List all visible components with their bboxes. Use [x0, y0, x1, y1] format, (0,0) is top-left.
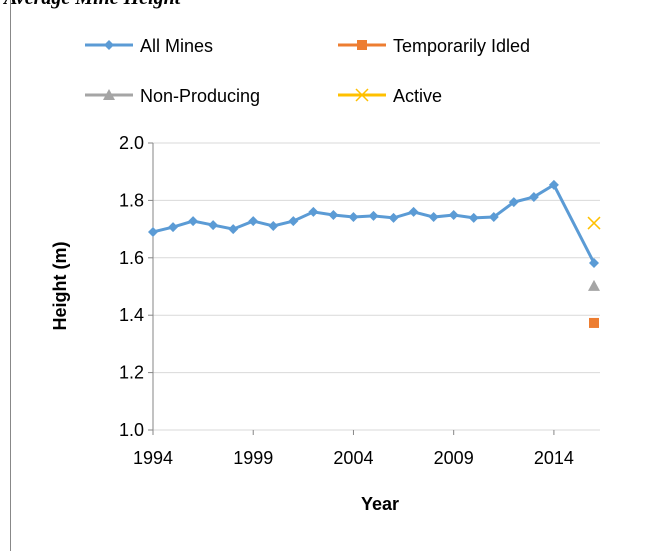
data-point	[448, 210, 459, 221]
data-point	[328, 210, 339, 221]
data-point	[388, 212, 399, 223]
data-point	[268, 220, 279, 231]
data-point	[368, 210, 379, 221]
y-tick-label: 1.8	[119, 190, 144, 210]
data-point	[488, 212, 499, 223]
series-line	[152, 182, 596, 264]
data-point	[188, 216, 199, 227]
legend-label: Temporarily Idled	[393, 36, 530, 56]
data-point	[308, 206, 319, 217]
y-tick-label: 2.0	[119, 133, 144, 153]
x-tick-label: 2014	[534, 448, 574, 468]
x-tick-label: 1994	[133, 448, 173, 468]
data-point	[228, 224, 239, 235]
data-point	[148, 226, 158, 237]
y-tick-label: 1.6	[119, 248, 144, 268]
data-point	[528, 191, 539, 202]
legend-label: Non-Producing	[140, 86, 260, 106]
x-tick-label: 2004	[333, 448, 373, 468]
data-point	[208, 220, 219, 231]
data-point	[589, 257, 599, 268]
data-point	[288, 216, 299, 227]
x-axis-label: Year	[361, 494, 399, 514]
data-point	[468, 212, 479, 223]
data-point	[408, 206, 419, 217]
legend-label: Active	[393, 86, 442, 106]
legend-marker	[103, 89, 115, 100]
y-tick-label: 1.4	[119, 305, 144, 325]
y-tick-label: 1.0	[119, 420, 144, 440]
legend-marker	[355, 88, 369, 102]
data-point	[587, 216, 601, 230]
y-axis-label: Height (m)	[50, 242, 70, 331]
legend-marker	[357, 40, 367, 50]
data-point	[589, 317, 599, 328]
data-point	[248, 216, 259, 227]
data-point	[508, 197, 519, 208]
legend-marker	[104, 40, 114, 50]
chart-title: Average Mine Height	[2, 0, 182, 9]
data-point	[168, 222, 179, 233]
y-tick-label: 1.2	[119, 363, 144, 383]
x-tick-label: 1999	[233, 448, 273, 468]
x-tick-label: 2009	[434, 448, 474, 468]
data-point	[428, 212, 439, 223]
data-point	[588, 279, 600, 291]
data-point	[348, 212, 359, 223]
legend-label: All Mines	[140, 36, 213, 56]
data-point	[548, 179, 559, 190]
